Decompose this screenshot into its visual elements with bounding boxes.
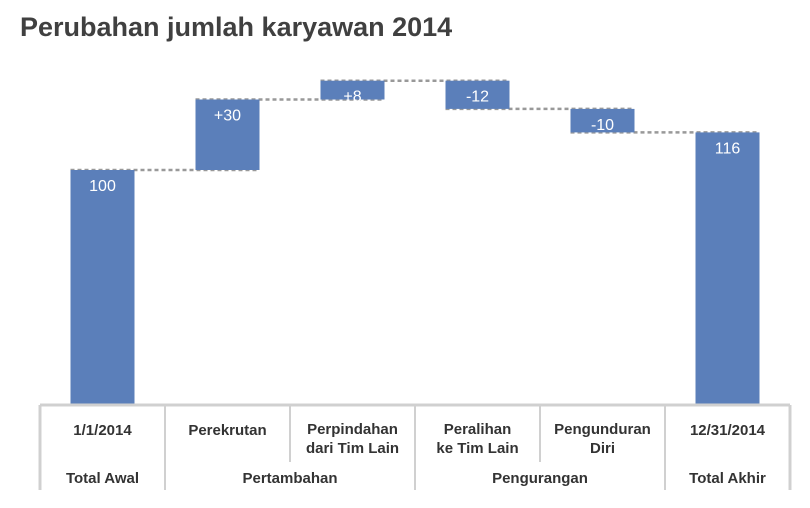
data-label: -12 [466,89,489,106]
bar [695,132,760,405]
category-label: Pengunduran [554,421,651,438]
group-label: Total Akhir [689,470,766,487]
bar [570,108,635,133]
data-label: +8 [343,89,361,106]
data-label: 116 [715,140,741,157]
group-label: Pertambahan [242,470,337,487]
group-label: Total Awal [66,470,139,487]
bar [195,99,260,170]
category-label: ke Tim Lain [436,440,518,457]
data-label: 100 [89,178,116,195]
bar [70,170,135,405]
data-label: +30 [214,108,241,125]
chart-title: Perubahan jumlah karyawan 2014 [20,12,453,42]
category-label: Perpindahan [307,421,398,438]
category-label: 1/1/2014 [73,422,132,439]
category-label: 12/31/2014 [690,422,766,439]
bar [320,80,385,100]
category-label: Diri [590,440,615,457]
bar [445,80,510,109]
category-label: dari Tim Lain [306,440,399,457]
category-label: Peralihan [444,421,512,438]
group-label: Pengurangan [492,470,588,487]
category-label: Perekrutan [188,422,266,439]
data-label: -10 [591,117,614,134]
